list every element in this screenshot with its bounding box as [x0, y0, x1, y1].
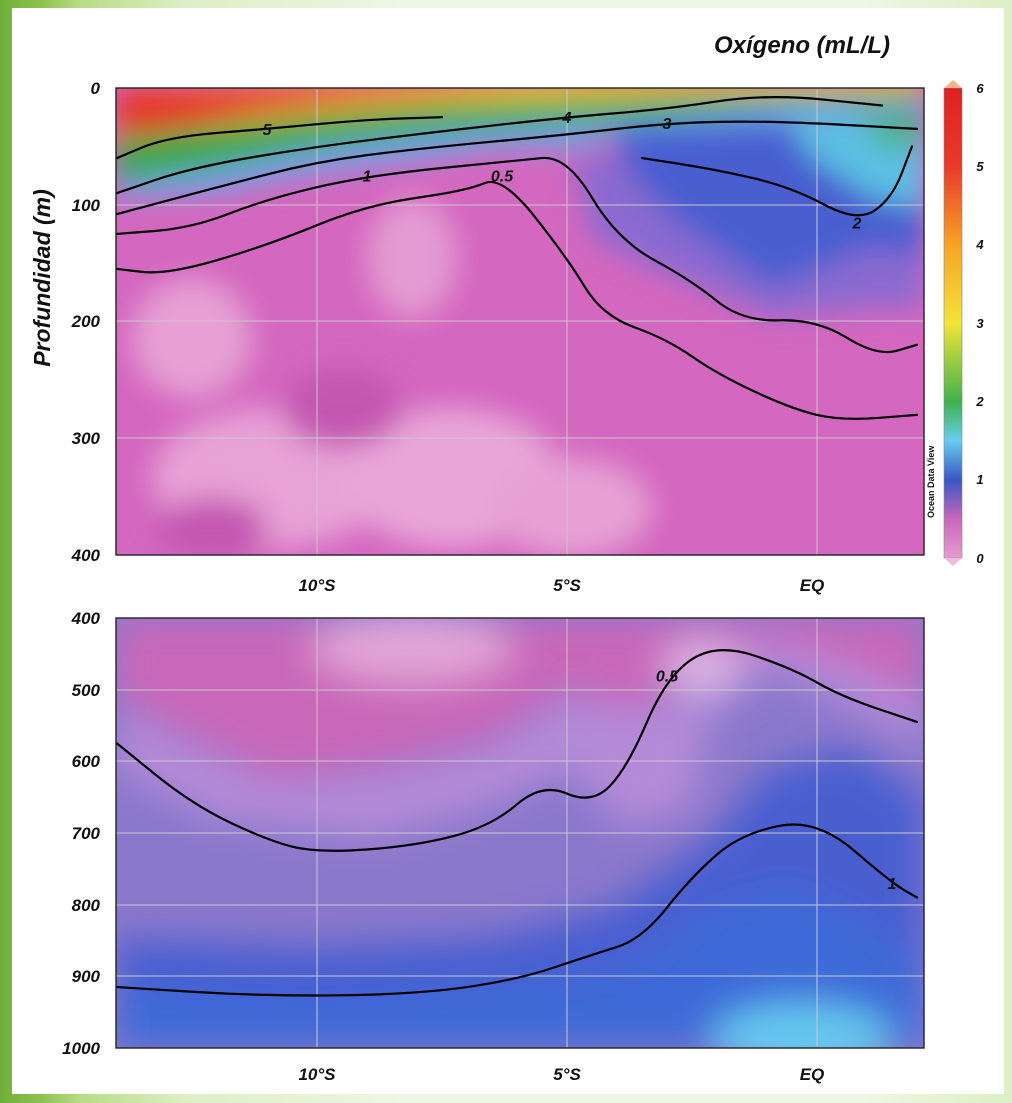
top-y-ticks: 0 100 200 300 400 [71, 79, 101, 565]
top-contour-lines: 5 4 3 2 1 0.5 [116, 96, 919, 420]
y-tick-label: 600 [72, 752, 101, 771]
oxygen-section-figure: Oxígeno (mL/L) Profundidad (m) [29, 32, 984, 1084]
y-tick-label: 100 [72, 196, 101, 215]
top-x-ticks: 10°S 5°S EQ [298, 576, 824, 595]
bottom-panel-field [116, 618, 924, 1048]
x-tick-label: 5°S [553, 576, 581, 595]
bottom-panel: 0.51 400 500 600 700 800 900 1000 10°S 5… [62, 609, 925, 1084]
y-tick-label: 1000 [62, 1039, 100, 1058]
top-panel: 5 4 3 2 1 0.5 0 100 200 300 400 10°S 5°S EQ [71, 79, 925, 595]
y-tick-label: 400 [71, 609, 101, 628]
x-tick-label: 10°S [298, 576, 336, 595]
colorbar-tick-label: 2 [975, 394, 984, 409]
colorbar: 6 5 4 3 2 1 0 Ocean Data View [926, 80, 984, 566]
contour-label-1: 1 [363, 169, 372, 186]
bottom-x-ticks: 10°S 5°S EQ [298, 1065, 824, 1084]
figure-panel: Oxígeno (mL/L) Profundidad (m) [12, 8, 1004, 1094]
y-tick-label: 500 [72, 681, 101, 700]
bottom-contour-lines: 0.51 [116, 649, 919, 997]
x-tick-label: EQ [800, 576, 825, 595]
contour-line-4 [116, 96, 884, 195]
y-tick-label: 700 [72, 824, 101, 843]
contour-line-0.5 [116, 649, 919, 852]
watermark-text: Ocean Data View [926, 445, 936, 518]
contour-label-0.5: 0.5 [656, 668, 679, 685]
contour-line-5 [116, 116, 444, 160]
bottom-panel-frame [115, 617, 925, 1049]
colorbar-top-arrow [944, 80, 962, 88]
top-panel-frame [115, 87, 925, 556]
x-tick-label: 5°S [553, 1065, 581, 1084]
contour-label-2: 2 [852, 215, 862, 232]
contour-line-0.5 [116, 180, 919, 420]
colorbar-tick-label: 0 [976, 551, 984, 566]
contour-label-1: 1 [888, 876, 897, 893]
contour-line-3 [116, 120, 919, 216]
contour-label-3: 3 [663, 116, 672, 133]
contour-line-1 [116, 823, 919, 997]
y-tick-label: 300 [72, 429, 101, 448]
y-tick-label: 400 [71, 546, 101, 565]
contour-label-0.5: 0.5 [491, 169, 514, 186]
y-tick-label: 0 [91, 79, 101, 98]
contour-label-4: 4 [562, 110, 572, 127]
colorbar-tick-label: 6 [976, 81, 984, 96]
top-panel-field [116, 88, 924, 555]
bottom-y-ticks: 400 500 600 700 800 900 1000 [62, 609, 100, 1058]
colorbar-bottom-arrow [944, 558, 962, 566]
x-tick-label: 10°S [298, 1065, 336, 1084]
chart-title: Oxígeno (mL/L) [714, 32, 890, 59]
colorbar-tick-label: 5 [976, 159, 984, 174]
y-tick-label: 800 [72, 896, 101, 915]
contour-label-5: 5 [263, 122, 273, 139]
contour-line-1 [116, 156, 919, 354]
y-tick-label: 200 [71, 312, 101, 331]
colorbar-tick-label: 1 [976, 472, 983, 487]
colorbar-tick-label: 4 [975, 237, 984, 252]
colorbar-gradient [943, 87, 963, 559]
x-tick-label: EQ [800, 1065, 825, 1084]
colorbar-tick-label: 3 [976, 316, 984, 331]
y-tick-label: 900 [72, 967, 101, 986]
y-axis-label: Profundidad (m) [29, 189, 55, 367]
contour-line-2 [640, 145, 914, 217]
